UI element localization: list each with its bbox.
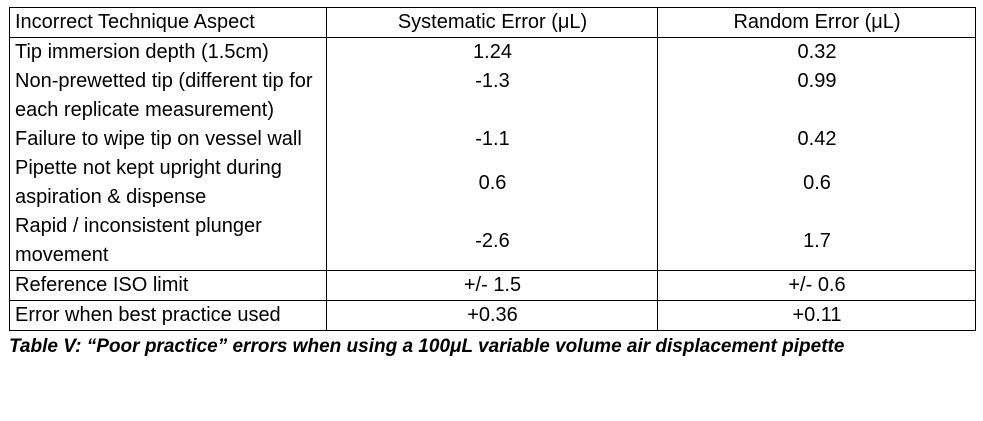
random-error-cell: 0.32 [657,37,976,67]
random-error-cell: 0.6 [657,154,976,212]
aspect-cell: Pipette not kept upright during aspirati… [9,154,327,212]
pipette-error-table: Incorrect Technique Aspect Systematic Er… [9,7,976,331]
aspect-cell: Tip immersion depth (1.5cm) [9,37,327,67]
random-error-cell: 0.99 [657,67,976,125]
table-caption: Table V: “Poor practice” errors when usi… [9,336,845,357]
header-systematic-error: Systematic Error (μL) [326,7,658,38]
random-error-cell: 1.7 [657,212,976,271]
systematic-error-cell: 0.6 [326,154,658,212]
document: Incorrect Technique Aspect Systematic Er… [9,7,976,359]
best-practice-row: Error when best practice used +0.36 +0.1… [9,300,976,331]
random-error-cell: +0.11 [657,300,976,331]
systematic-error-cell: +0.36 [326,300,658,331]
systematic-error-cell: 1.24 [326,37,658,67]
table-row: Failure to wipe tip on vessel wall -1.1 … [9,125,976,154]
header-random-error: Random Error (μL) [657,7,976,38]
aspect-cell: Reference ISO limit [9,270,327,301]
table-row: Rapid / inconsistent plunger movement -2… [9,212,976,271]
reference-iso-limit-row: Reference ISO limit +/- 1.5 +/- 0.6 [9,270,976,301]
random-error-cell: 0.42 [657,125,976,154]
header-technique-aspect: Incorrect Technique Aspect [9,7,327,38]
table-row: Tip immersion depth (1.5cm) 1.24 0.32 [9,37,976,67]
aspect-cell: Error when best practice used [9,300,327,331]
aspect-cell: Non-prewetted tip (different tip for eac… [9,67,327,125]
table-row: Pipette not kept upright during aspirati… [9,154,976,212]
systematic-error-cell: -1.3 [326,67,658,125]
systematic-error-cell: -1.1 [326,125,658,154]
aspect-cell: Rapid / inconsistent plunger movement [9,212,327,271]
systematic-error-cell: +/- 1.5 [326,270,658,301]
systematic-error-cell: -2.6 [326,212,658,271]
aspect-cell: Failure to wipe tip on vessel wall [9,125,327,154]
random-error-cell: +/- 0.6 [657,270,976,301]
table-row: Non-prewetted tip (different tip for eac… [9,67,976,125]
table-header-row: Incorrect Technique Aspect Systematic Er… [9,7,976,38]
